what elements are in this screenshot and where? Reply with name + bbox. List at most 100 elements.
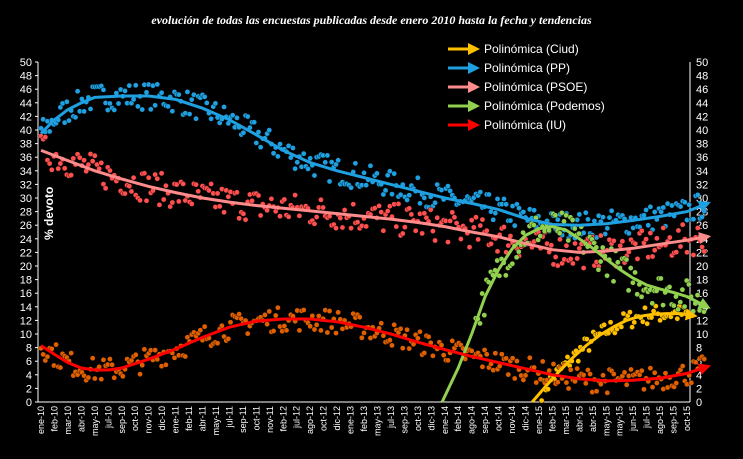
y-tick-right: 8 (696, 343, 702, 355)
poll-point (120, 373, 126, 380)
poll-point (266, 127, 273, 133)
poll-point (141, 170, 148, 176)
poll-point (68, 172, 74, 178)
poll-point (122, 88, 128, 94)
poll-point (468, 348, 475, 354)
poll-point (623, 256, 630, 263)
poll-point (81, 157, 87, 163)
x-tick: ago-12 (305, 406, 315, 434)
poll-point (417, 200, 423, 207)
poll-point (675, 227, 682, 234)
poll-point (313, 322, 320, 328)
poll-point (503, 201, 509, 208)
poll-point (184, 89, 191, 95)
poll-point (445, 183, 451, 189)
poll-point (660, 225, 667, 231)
poll-point (212, 100, 219, 107)
poll-point (376, 203, 382, 209)
x-tick: may-10 (90, 406, 100, 436)
poll-point (285, 213, 292, 220)
poll-point (511, 375, 518, 382)
poll-point (505, 371, 512, 378)
poll-point (626, 230, 632, 237)
poll-point (378, 320, 385, 327)
legend-arrow (468, 119, 480, 131)
poll-point (539, 358, 546, 365)
poll-point (574, 365, 580, 372)
legend-arrow (468, 43, 480, 55)
x-tick: feb-14 (453, 406, 463, 432)
x-tick: sep-11 (238, 406, 248, 433)
poll-point (234, 189, 240, 196)
poll-point (270, 328, 277, 334)
y-tick-left: 24 (20, 234, 32, 246)
poll-point (324, 152, 331, 159)
poll-point (406, 205, 413, 212)
poll-point (563, 379, 570, 386)
poll-point (630, 279, 636, 286)
poll-point (227, 319, 234, 326)
poll-point (387, 168, 393, 175)
poll-point (673, 249, 680, 255)
x-tick: nov-14 (507, 406, 517, 434)
poll-point (638, 227, 645, 234)
poll-point (100, 87, 107, 93)
poll-point (421, 350, 428, 356)
poll-point (85, 374, 92, 381)
y-tick-right: 42 (696, 111, 708, 123)
poll-point (649, 253, 656, 260)
poll-point (234, 115, 240, 121)
poll-point (182, 353, 189, 360)
poll-point (374, 170, 380, 177)
y-tick-left: 4 (26, 370, 32, 382)
poll-point (555, 379, 561, 386)
trend-line (40, 317, 708, 383)
poll-point (666, 234, 673, 241)
y-tick-left: 8 (26, 343, 32, 355)
x-tick: may-15 (615, 406, 625, 436)
poll-point (451, 214, 458, 221)
poll-point (335, 157, 341, 164)
poll-point (445, 239, 451, 245)
poll-point (307, 155, 313, 162)
y-tick-left: 48 (20, 71, 32, 83)
poll-point (214, 190, 221, 197)
poll-point (641, 386, 647, 393)
poll-point (599, 244, 606, 251)
poll-point (384, 208, 391, 214)
poll-point (615, 259, 621, 266)
poll-point (479, 363, 486, 370)
y-tick-right: 12 (696, 315, 708, 327)
poll-point (586, 347, 592, 354)
poll-point (141, 346, 148, 353)
poll-point (328, 324, 335, 331)
poll-point (619, 238, 626, 245)
poll-point (585, 216, 591, 223)
x-tick: jul-11 (224, 406, 234, 428)
x-tick: dic-10 (157, 406, 167, 431)
poll-point (208, 115, 214, 122)
poll-point (600, 214, 606, 220)
legend-label: Polinómica (IU) (484, 118, 566, 132)
poll-point (92, 152, 98, 159)
poll-point (257, 212, 264, 219)
poll-point (555, 216, 561, 223)
poll-point (690, 216, 697, 222)
poll-point (158, 89, 165, 96)
poll-point (176, 91, 182, 98)
x-tick: ene-15 (534, 406, 544, 434)
poll-point (249, 197, 255, 204)
poll-point (660, 302, 666, 308)
poll-point (92, 375, 98, 382)
poll-point (61, 165, 68, 172)
y-tick-right: 20 (696, 261, 708, 273)
poll-point (72, 114, 79, 121)
poll-point (70, 155, 77, 162)
x-tick: sep-15 (669, 406, 679, 434)
poll-point (488, 241, 494, 247)
poll-point (666, 284, 673, 290)
y-tick-left: 28 (20, 207, 32, 219)
poll-point (135, 103, 141, 110)
poll-point (569, 217, 576, 223)
poll-point (638, 367, 645, 374)
